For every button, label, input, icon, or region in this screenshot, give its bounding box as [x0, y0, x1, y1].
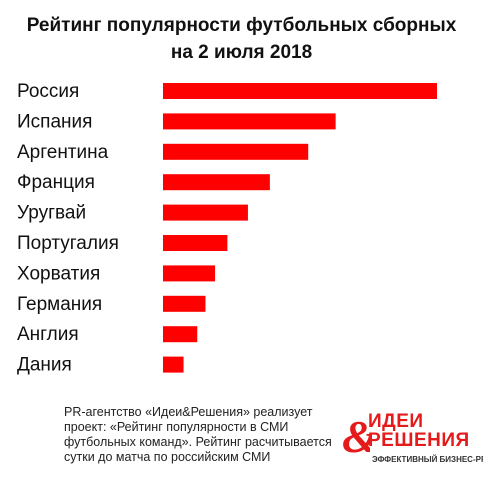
bar: [163, 235, 228, 251]
category-label: Португалия: [17, 233, 119, 254]
logo-tagline: ЭФФЕКТИВНЫЙ БИЗНЕС-PR: [372, 455, 483, 464]
bar: [163, 326, 198, 343]
chart-title-line2: на 2 июля 2018: [170, 42, 313, 63]
bar: [163, 204, 248, 221]
category-label: Англия: [17, 324, 79, 345]
company-logo: & ИДЕИ РЕШЕНИЯ ЭФФЕКТИВНЫЙ БИЗНЕС-PR: [340, 410, 483, 470]
logo-line2: РЕШЕНИЯ: [368, 430, 470, 451]
bar: [163, 113, 336, 130]
bar-chart: Россия Испания Аргентина Франция Уругвай Порт…: [17, 81, 437, 376]
category-label: Дания: [17, 355, 72, 376]
ampersand-logo-icon: &: [342, 412, 370, 458]
category-label: Россия: [17, 81, 79, 102]
category-label: Уругвай: [17, 203, 86, 224]
category-label: Хорватия: [17, 263, 100, 284]
bar: [163, 265, 216, 282]
category-label: Аргентина: [17, 142, 109, 163]
category-label: Испания: [17, 111, 92, 132]
logo-wordmark: ИДЕИ РЕШЕНИЯ: [368, 412, 470, 451]
footer-note: PR-агентство «Идеи&Решения» реализует пр…: [64, 405, 332, 464]
category-label: Франция: [17, 172, 95, 193]
chart-title: Рейтинг популярности футбольных сборных …: [0, 12, 483, 66]
logo-line1: ИДЕИ: [368, 411, 424, 432]
svg-text:&: &: [342, 412, 370, 458]
chart-title-line1: Рейтинг популярности футбольных сборных: [26, 15, 457, 36]
bar: [163, 143, 309, 160]
bar: [163, 295, 206, 312]
bar: [163, 356, 184, 373]
bar: [163, 174, 270, 191]
category-label: Германия: [17, 294, 102, 315]
bar: [163, 83, 437, 99]
